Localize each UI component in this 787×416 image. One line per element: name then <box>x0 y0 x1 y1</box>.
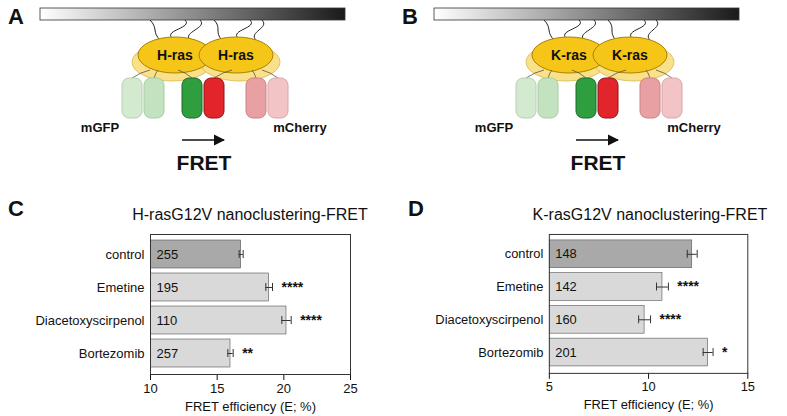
svg-text:257: 257 <box>157 346 179 361</box>
svg-text:****: **** <box>677 278 699 294</box>
svg-text:B: B <box>402 4 418 29</box>
svg-text:K-ras: K-ras <box>612 47 648 63</box>
svg-text:15: 15 <box>210 381 224 396</box>
svg-text:FRET: FRET <box>177 151 232 174</box>
html-text:H-rasG12V nanoclustering-FRET: H-rasG12V nanoclustering-FRET <box>132 206 368 223</box>
svg-text:****: **** <box>300 312 322 328</box>
svg-text:FRET efficiency (E; %): FRET efficiency (E; %) <box>584 397 714 412</box>
svg-text:Bortezomib: Bortezomib <box>478 345 543 360</box>
svg-text:control: control <box>505 246 544 261</box>
svg-text:mGFP: mGFP <box>475 120 514 135</box>
svg-text:mGFP: mGFP <box>81 120 120 135</box>
svg-text:15: 15 <box>741 379 755 394</box>
svg-text:FRET efficiency (E; %): FRET efficiency (E; %) <box>185 399 316 414</box>
svg-text:148: 148 <box>555 246 576 261</box>
svg-text:10: 10 <box>641 379 655 394</box>
svg-text:Emetine: Emetine <box>97 280 145 295</box>
svg-text:H-ras: H-ras <box>218 47 254 63</box>
svg-text:****: **** <box>659 311 681 327</box>
html-text:D: D <box>408 196 424 221</box>
svg-text:Diacetoxyscirpenol: Diacetoxyscirpenol <box>435 312 543 327</box>
svg-text:K-ras: K-ras <box>551 47 587 63</box>
svg-text:A: A <box>8 4 24 29</box>
svg-text:control: control <box>105 247 144 262</box>
svg-text:H-ras: H-ras <box>157 47 193 63</box>
svg-text:10: 10 <box>143 381 157 396</box>
svg-text:Bortezomib: Bortezomib <box>79 346 145 361</box>
html-text:K-rasG12V nanoclustering-FRET: K-rasG12V nanoclustering-FRET <box>532 206 768 223</box>
svg-text:195: 195 <box>157 280 179 295</box>
svg-text:*: * <box>722 344 728 360</box>
svg-text:mCherry: mCherry <box>667 120 721 135</box>
svg-text:**: ** <box>242 345 253 361</box>
svg-text:Emetine: Emetine <box>496 279 543 294</box>
svg-text:160: 160 <box>555 312 576 327</box>
svg-text:FRET: FRET <box>571 151 626 174</box>
svg-text:255: 255 <box>157 247 179 262</box>
svg-text:5: 5 <box>546 379 553 394</box>
html-text:C: C <box>8 196 24 221</box>
svg-text:Diacetoxyscirpenol: Diacetoxyscirpenol <box>35 313 144 328</box>
svg-text:20: 20 <box>277 381 291 396</box>
svg-text:25: 25 <box>343 381 357 396</box>
svg-text:201: 201 <box>555 345 576 360</box>
svg-text:110: 110 <box>157 313 178 328</box>
svg-text:142: 142 <box>555 279 576 294</box>
svg-text:****: **** <box>282 279 304 295</box>
svg-text:mCherry: mCherry <box>273 120 327 135</box>
